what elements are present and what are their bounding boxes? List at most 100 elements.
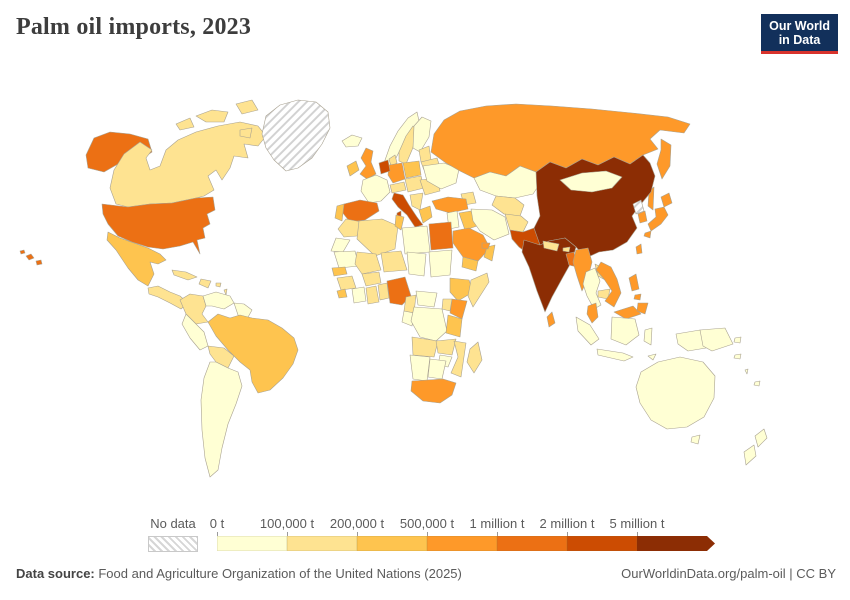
country-mali[interactable]: [354, 251, 382, 275]
country-australia[interactable]: [635, 356, 716, 430]
country-solomon-islands[interactable]: [733, 353, 742, 360]
country-denmark[interactable]: [388, 154, 398, 167]
country-united-kingdom[interactable]: [359, 147, 377, 180]
country-mauritania[interactable]: [333, 250, 360, 269]
country-algeria[interactable]: [356, 218, 399, 257]
country-greece[interactable]: [418, 205, 433, 224]
country-canada-islands[interactable]: [239, 127, 253, 139]
country-new-zealand[interactable]: [743, 444, 757, 466]
country-yemen[interactable]: [461, 256, 479, 272]
country-ghana[interactable]: [365, 285, 380, 305]
country-hawaii[interactable]: [19, 249, 26, 255]
country-botswana[interactable]: [427, 358, 447, 380]
country-niger[interactable]: [380, 250, 408, 273]
legend-bin[interactable]: 2 million t: [540, 516, 637, 556]
country-south-korea[interactable]: [637, 210, 648, 224]
region-alpine[interactable]: [389, 181, 407, 194]
country-egypt[interactable]: [428, 221, 454, 251]
legend-bin[interactable]: 500,000 t: [400, 516, 497, 556]
country-sri-lanka[interactable]: [546, 311, 556, 328]
region-argentina-chile[interactable]: [200, 361, 243, 478]
country-saudi-arabia[interactable]: [452, 227, 491, 262]
country-new-zealand[interactable]: [754, 428, 768, 448]
country-france[interactable]: [360, 174, 391, 204]
country-chad[interactable]: [406, 251, 427, 277]
region-congo-gabon[interactable]: [401, 310, 415, 327]
country-brazil[interactable]: [207, 313, 299, 394]
region-togo-benin[interactable]: [377, 282, 390, 301]
country-madagascar[interactable]: [466, 341, 483, 374]
country-iran[interactable]: [470, 208, 510, 241]
country-hawaii[interactable]: [35, 259, 43, 266]
country-namibia[interactable]: [409, 354, 431, 382]
country-poland[interactable]: [402, 160, 422, 179]
country-uganda[interactable]: [441, 298, 453, 312]
country-nepal[interactable]: [542, 240, 560, 252]
country-netherlands[interactable]: [378, 159, 391, 175]
country-spain[interactable]: [341, 199, 380, 223]
region-kamchatka[interactable]: [656, 138, 672, 180]
country-iceland[interactable]: [341, 134, 363, 148]
country-malaysia[interactable]: [586, 302, 599, 324]
country-ireland[interactable]: [346, 160, 360, 177]
island-timor[interactable]: [647, 353, 657, 361]
country-zambia[interactable]: [435, 338, 457, 356]
country-uae[interactable]: [481, 242, 491, 250]
country-ethiopia[interactable]: [449, 277, 474, 302]
legend-no-data[interactable]: No data: [148, 516, 198, 552]
island-java[interactable]: [596, 348, 634, 362]
country-sierra-leone[interactable]: [336, 288, 348, 299]
country-central-african-republic[interactable]: [415, 290, 438, 308]
country-bhutan[interactable]: [562, 246, 571, 253]
country-canada-islands[interactable]: [175, 117, 195, 131]
country-senegal[interactable]: [331, 266, 348, 277]
region-balkans[interactable]: [409, 192, 424, 211]
country-united-states[interactable]: [101, 196, 216, 255]
country-mongolia[interactable]: [559, 170, 623, 193]
country-south-africa[interactable]: [410, 378, 457, 404]
island-hispaniola[interactable]: [198, 278, 212, 289]
islands-caribbean[interactable]: [223, 288, 228, 296]
legend-bin[interactable]: 1 million t: [470, 516, 567, 556]
legend-bin[interactable]: 5 million t: [610, 516, 715, 556]
island-tasmania[interactable]: [690, 434, 701, 445]
country-canada-islands[interactable]: [195, 109, 229, 123]
country-burkina-faso[interactable]: [361, 271, 382, 287]
country-hawaii[interactable]: [25, 253, 35, 261]
country-fiji[interactable]: [753, 380, 761, 387]
country-tanzania[interactable]: [445, 314, 463, 338]
country-japan[interactable]: [643, 230, 652, 239]
region-western-sahara[interactable]: [330, 237, 351, 253]
country-venezuela[interactable]: [202, 291, 235, 310]
island-mindanao[interactable]: [636, 302, 649, 315]
country-ukraine[interactable]: [422, 162, 460, 190]
country-italy[interactable]: [391, 192, 424, 228]
country-thailand[interactable]: [582, 267, 602, 310]
country-japan[interactable]: [647, 206, 669, 232]
country-portugal[interactable]: [334, 203, 345, 222]
island-west-papua[interactable]: [675, 329, 707, 352]
country-canada-islands[interactable]: [235, 99, 259, 115]
country-sudan[interactable]: [428, 249, 453, 278]
country-ivory-coast[interactable]: [351, 286, 367, 304]
region-central-america[interactable]: [147, 285, 189, 310]
country-papua-new-guinea[interactable]: [733, 336, 742, 344]
country-somalia[interactable]: [467, 272, 490, 308]
country-cuba[interactable]: [171, 269, 198, 281]
country-greenland[interactable]: [261, 99, 331, 172]
country-turkey[interactable]: [431, 196, 469, 214]
owid-logo[interactable]: Our World in Data: [761, 14, 838, 54]
legend-bin[interactable]: 0 t: [210, 516, 287, 556]
country-angola[interactable]: [411, 336, 439, 358]
country-afghanistan[interactable]: [504, 213, 529, 233]
island-sumatra[interactable]: [575, 316, 600, 346]
legend-bin[interactable]: 100,000 t: [260, 516, 357, 556]
country-libya[interactable]: [401, 225, 431, 255]
island-borneo[interactable]: [610, 316, 640, 346]
country-drc[interactable]: [410, 306, 448, 342]
islands-caribbean[interactable]: [215, 282, 222, 288]
islands-visayas[interactable]: [633, 293, 642, 301]
country-germany[interactable]: [387, 162, 406, 184]
country-vanuatu[interactable]: [744, 368, 749, 375]
country-peru[interactable]: [181, 313, 209, 351]
